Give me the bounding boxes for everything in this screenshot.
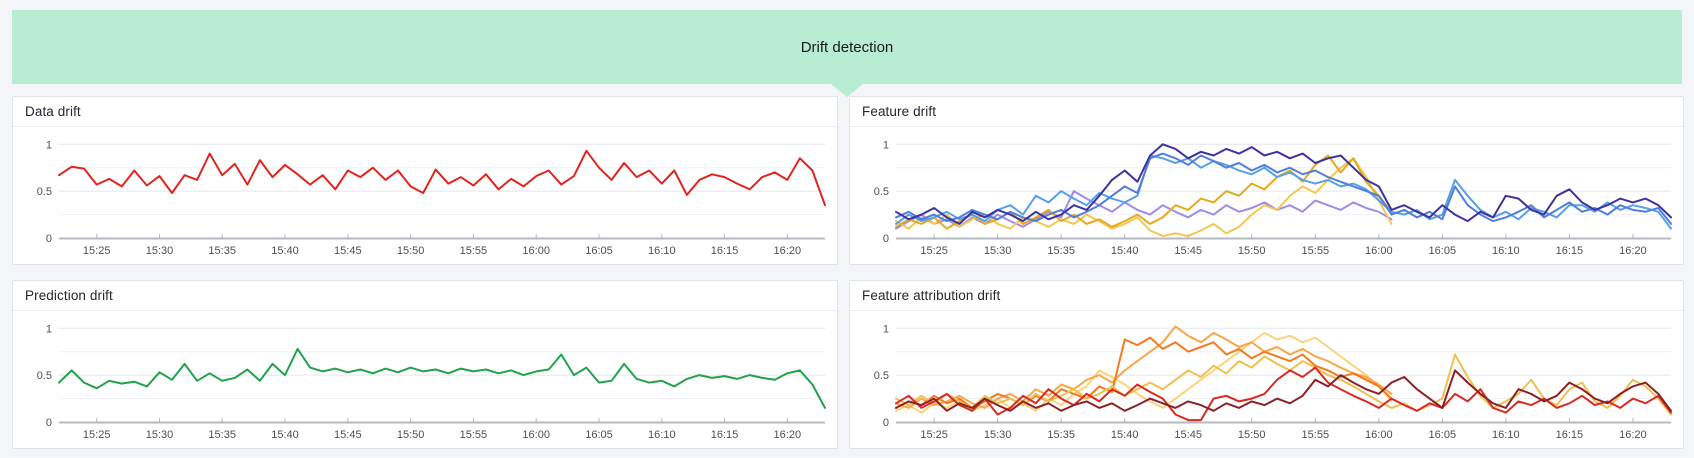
svg-text:15:55: 15:55 — [460, 429, 488, 441]
svg-text:16:00: 16:00 — [522, 245, 550, 257]
svg-text:15:45: 15:45 — [1174, 429, 1202, 441]
line-chart-svg: 0 0.5 1 15:25 15:30 15:35 15:40 15:45 15:50 15:55… — [37, 139, 826, 257]
svg-text:15:25: 15:25 — [83, 429, 111, 441]
svg-text:15:40: 15:40 — [1111, 429, 1139, 441]
svg-text:16:05: 16:05 — [585, 429, 613, 441]
row-header-notch — [831, 84, 863, 97]
svg-text:0: 0 — [46, 233, 52, 245]
svg-text:16:05: 16:05 — [1429, 429, 1457, 441]
line-chart-svg: 0 0.5 1 15:25 15:30 15:35 15:40 15:45 15:50 15:55… — [874, 139, 1672, 257]
svg-text:16:15: 16:15 — [1556, 245, 1584, 257]
svg-text:15:40: 15:40 — [271, 245, 299, 257]
svg-text:15:25: 15:25 — [83, 245, 111, 257]
svg-text:15:35: 15:35 — [1047, 245, 1075, 257]
svg-text:15:50: 15:50 — [1238, 245, 1266, 257]
svg-text:0.5: 0.5 — [37, 370, 52, 382]
svg-text:0.5: 0.5 — [37, 186, 52, 198]
svg-text:15:30: 15:30 — [984, 429, 1012, 441]
svg-text:15:50: 15:50 — [397, 245, 425, 257]
svg-text:15:55: 15:55 — [1302, 245, 1330, 257]
svg-text:15:40: 15:40 — [271, 429, 299, 441]
svg-text:16:05: 16:05 — [585, 245, 613, 257]
svg-text:16:10: 16:10 — [648, 245, 676, 257]
svg-text:16:00: 16:00 — [1365, 429, 1393, 441]
chart-canvas-data-drift[interactable]: 0 0.5 1 15:25 15:30 15:35 15:40 15:45 15:50 15:55… — [13, 127, 837, 264]
svg-text:15:55: 15:55 — [460, 245, 488, 257]
svg-text:16:20: 16:20 — [774, 245, 802, 257]
svg-text:15:35: 15:35 — [208, 429, 236, 441]
row-header-drift-detection[interactable]: Drift detection — [12, 10, 1682, 84]
panel-title: Feature drift — [862, 104, 937, 119]
panel-header-feature-attribution-drift[interactable]: Feature attribution drift — [850, 281, 1683, 311]
panel-header-data-drift[interactable]: Data drift — [13, 97, 837, 127]
svg-text:16:20: 16:20 — [774, 429, 802, 441]
svg-text:16:10: 16:10 — [648, 429, 676, 441]
svg-text:15:30: 15:30 — [984, 245, 1012, 257]
panel-feature-attribution-drift: Feature attribution drift 0 0.5 1 15:25 15:3… — [849, 280, 1684, 449]
svg-text:16:10: 16:10 — [1492, 429, 1520, 441]
svg-text:16:10: 16:10 — [1492, 245, 1520, 257]
svg-text:0: 0 — [883, 233, 889, 245]
svg-text:0.5: 0.5 — [874, 370, 889, 382]
row-title: Drift detection — [800, 38, 894, 56]
svg-text:15:45: 15:45 — [334, 429, 362, 441]
panel-header-prediction-drift[interactable]: Prediction drift — [13, 281, 837, 311]
svg-text:16:15: 16:15 — [711, 245, 739, 257]
svg-text:1: 1 — [46, 139, 52, 151]
panel-title: Feature attribution drift — [862, 288, 1001, 303]
panel-header-feature-drift[interactable]: Feature drift — [850, 97, 1683, 127]
svg-text:15:25: 15:25 — [920, 429, 948, 441]
panel-title: Prediction drift — [25, 288, 113, 303]
chart-canvas-feature-attribution-drift[interactable]: 0 0.5 1 15:25 15:30 15:35 15:40 15:45 15:50 15:55… — [850, 311, 1683, 448]
panel-prediction-drift: Prediction drift 0 0.5 1 15:25 15:30 15:35 15:… — [12, 280, 838, 449]
svg-text:16:00: 16:00 — [1365, 245, 1393, 257]
svg-text:16:20: 16:20 — [1619, 429, 1647, 441]
svg-text:15:50: 15:50 — [397, 429, 425, 441]
svg-text:15:30: 15:30 — [146, 429, 174, 441]
svg-text:15:35: 15:35 — [1047, 429, 1075, 441]
svg-text:16:15: 16:15 — [1556, 429, 1584, 441]
chart-canvas-prediction-drift[interactable]: 0 0.5 1 15:25 15:30 15:35 15:40 15:45 15:50 15:55… — [13, 311, 837, 448]
svg-text:1: 1 — [883, 139, 889, 151]
svg-text:15:50: 15:50 — [1238, 429, 1266, 441]
svg-text:16:20: 16:20 — [1619, 245, 1647, 257]
line-chart-svg: 0 0.5 1 15:25 15:30 15:35 15:40 15:45 15:50 15:55… — [874, 323, 1672, 441]
svg-text:15:40: 15:40 — [1111, 245, 1139, 257]
panel-feature-drift: Feature drift 0 0.5 1 15:25 15:30 15:35 15:40 1… — [849, 96, 1684, 265]
svg-text:15:45: 15:45 — [1174, 245, 1202, 257]
svg-text:0.5: 0.5 — [874, 186, 889, 198]
svg-text:15:25: 15:25 — [920, 245, 948, 257]
panel-title: Data drift — [25, 104, 81, 119]
svg-text:16:15: 16:15 — [711, 429, 739, 441]
svg-text:15:30: 15:30 — [146, 245, 174, 257]
line-chart-svg: 0 0.5 1 15:25 15:30 15:35 15:40 15:45 15:50 15:55… — [37, 323, 826, 441]
svg-text:16:05: 16:05 — [1429, 245, 1457, 257]
svg-text:15:35: 15:35 — [208, 245, 236, 257]
panel-data-drift: Data drift 0 0.5 1 15:25 15:30 15:35 15:40 15:4… — [12, 96, 838, 265]
svg-text:0: 0 — [883, 417, 889, 429]
chart-canvas-feature-drift[interactable]: 0 0.5 1 15:25 15:30 15:35 15:40 15:45 15:50 15:55… — [850, 127, 1683, 264]
svg-text:15:55: 15:55 — [1302, 429, 1330, 441]
svg-text:15:45: 15:45 — [334, 245, 362, 257]
svg-text:0: 0 — [46, 417, 52, 429]
svg-text:1: 1 — [46, 323, 52, 335]
svg-text:16:00: 16:00 — [522, 429, 550, 441]
svg-text:1: 1 — [883, 323, 889, 335]
